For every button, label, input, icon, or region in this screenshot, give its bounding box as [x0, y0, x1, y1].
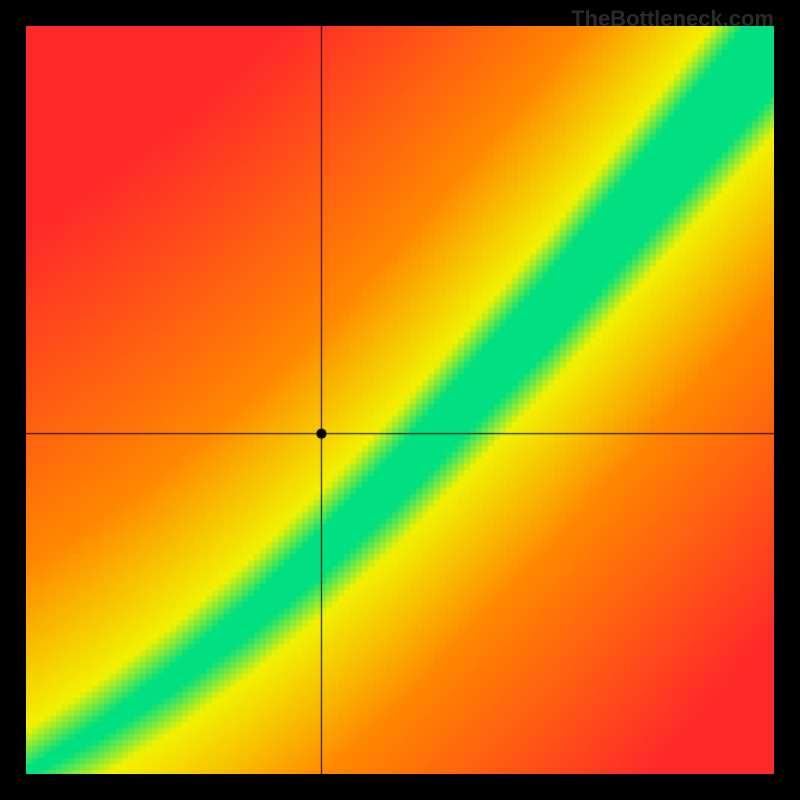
bottleneck-heatmap	[26, 26, 774, 774]
heatmap-canvas	[26, 26, 774, 774]
watermark-text: TheBottleneck.com	[571, 6, 774, 32]
